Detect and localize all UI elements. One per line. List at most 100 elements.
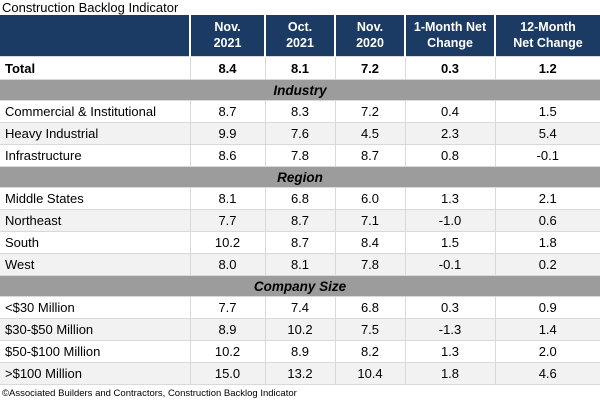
section-title: Company Size [0, 275, 600, 297]
row-label: Heavy Industrial [0, 122, 190, 145]
row-value: 8.1 [264, 56, 335, 80]
row-value: -1.3 [404, 318, 495, 341]
row-value: 1.2 [494, 56, 600, 80]
row-value: 15.0 [189, 362, 265, 384]
table-row-total: Total 8.4 8.1 7.2 0.3 1.2 [0, 56, 600, 80]
row-label: <$30 Million [0, 296, 190, 319]
row-label: Northeast [0, 209, 190, 232]
row-value: 5.4 [494, 122, 600, 145]
row-value: 7.2 [334, 56, 405, 80]
page-title: Construction Backlog Indicator [2, 0, 179, 15]
row-value: -0.1 [494, 144, 600, 167]
row-value: 1.3 [404, 187, 495, 210]
backlog-table: Nov. 2021 Oct. 2021 Nov. 2020 1-Month Ne… [0, 15, 600, 384]
row-value: 8.7 [189, 100, 265, 123]
table-row-30-50-million: $30-$50 Million 8.9 10.2 7.5 -1.3 1.4 [0, 318, 600, 341]
row-value: 7.2 [334, 100, 405, 123]
table-row-commercial-institutional: Commercial & Institutional 8.7 8.3 7.2 0.4 1.… [0, 100, 600, 123]
row-label: Total [0, 56, 190, 80]
header-category-cell [0, 15, 190, 57]
row-value: -0.1 [404, 253, 495, 276]
row-value: 8.7 [264, 231, 335, 254]
row-value: 1.5 [494, 100, 600, 123]
row-value: 10.2 [264, 318, 335, 341]
row-value: 0.4 [404, 100, 495, 123]
row-value: 0.8 [404, 144, 495, 167]
row-value: 9.9 [189, 122, 265, 145]
row-value: 7.8 [264, 144, 335, 167]
row-value: 0.9 [494, 296, 600, 319]
row-value: 1.5 [404, 231, 495, 254]
row-value: 8.9 [264, 340, 335, 363]
row-value: 10.2 [189, 340, 265, 363]
row-value: 8.2 [334, 340, 405, 363]
source-attribution: ©Associated Builders and Contractors, Co… [0, 384, 600, 400]
section-header-industry: Industry [0, 79, 600, 101]
table-row-30-million: <$30 Million 7.7 7.4 6.8 0.3 0.9 [0, 296, 600, 319]
row-value: 7.7 [189, 296, 265, 319]
row-value: 0.2 [494, 253, 600, 276]
table-row-middle-states: Middle States 8.1 6.8 6.0 1.3 2.1 [0, 187, 600, 210]
row-value: 8.3 [264, 100, 335, 123]
row-label: Commercial & Institutional [0, 100, 190, 123]
row-label: Middle States [0, 187, 190, 210]
row-value: 8.9 [189, 318, 265, 341]
row-value: 1.8 [404, 362, 495, 384]
header-row: Nov. 2021 Oct. 2021 Nov. 2020 1-Month Ne… [0, 15, 600, 57]
row-value: 10.2 [189, 231, 265, 254]
row-value: 0.6 [494, 209, 600, 232]
row-value: 2.1 [494, 187, 600, 210]
header-12-month-net-change: 12-Month Net Change [494, 15, 600, 57]
row-label: $30-$50 Million [0, 318, 190, 341]
row-value: 7.6 [264, 122, 335, 145]
row-value: 8.1 [264, 253, 335, 276]
row-value: 7.1 [334, 209, 405, 232]
row-label: >$100 Million [0, 362, 190, 384]
row-value: 4.6 [494, 362, 600, 384]
row-value: 8.1 [189, 187, 265, 210]
row-value: 8.4 [334, 231, 405, 254]
row-value: 1.8 [494, 231, 600, 254]
row-value: 2.3 [404, 122, 495, 145]
row-value: -1.0 [404, 209, 495, 232]
row-value: 6.8 [334, 296, 405, 319]
section-title: Region [0, 166, 600, 188]
row-value: 10.4 [334, 362, 405, 384]
row-value: 7.5 [334, 318, 405, 341]
header-1-month-net-change: 1-Month Net Change [404, 15, 495, 57]
row-value: 0.3 [404, 296, 495, 319]
row-value: 7.7 [189, 209, 265, 232]
header-nov-2021: Nov. 2021 [189, 15, 265, 57]
row-value: 8.7 [334, 144, 405, 167]
row-value: 6.8 [264, 187, 335, 210]
row-label: $50-$100 Million [0, 340, 190, 363]
section-header-region: Region [0, 166, 600, 188]
table-row-northeast: Northeast 7.7 8.7 7.1 -1.0 0.6 [0, 209, 600, 232]
row-value: 2.0 [494, 340, 600, 363]
table-row-100-million: >$100 Million 15.0 13.2 10.4 1.8 4.6 [0, 362, 600, 384]
row-value: 7.8 [334, 253, 405, 276]
row-value: 8.0 [189, 253, 265, 276]
row-label: Infrastructure [0, 144, 190, 167]
header-nov-2020: Nov. 2020 [334, 15, 405, 57]
row-label: South [0, 231, 190, 254]
table-row-infrastructure: Infrastructure 8.6 7.8 8.7 0.8 -0.1 [0, 144, 600, 167]
row-value: 13.2 [264, 362, 335, 384]
row-value: 8.6 [189, 144, 265, 167]
row-label: West [0, 253, 190, 276]
section-header-company-size: Company Size [0, 275, 600, 297]
row-value: 4.5 [334, 122, 405, 145]
row-value: 0.3 [404, 56, 495, 80]
row-value: 1.4 [494, 318, 600, 341]
row-value: 1.3 [404, 340, 495, 363]
table-row-50-100-million: $50-$100 Million 10.2 8.9 8.2 1.3 2.0 [0, 340, 600, 363]
header-oct-2021: Oct. 2021 [264, 15, 335, 57]
table-row-south: South 10.2 8.7 8.4 1.5 1.8 [0, 231, 600, 254]
row-value: 8.7 [264, 209, 335, 232]
section-title: Industry [0, 79, 600, 101]
row-value: 6.0 [334, 187, 405, 210]
table-row-heavy-industrial: Heavy Industrial 9.9 7.6 4.5 2.3 5.4 [0, 122, 600, 145]
row-value: 8.4 [189, 56, 265, 80]
row-value: 7.4 [264, 296, 335, 319]
